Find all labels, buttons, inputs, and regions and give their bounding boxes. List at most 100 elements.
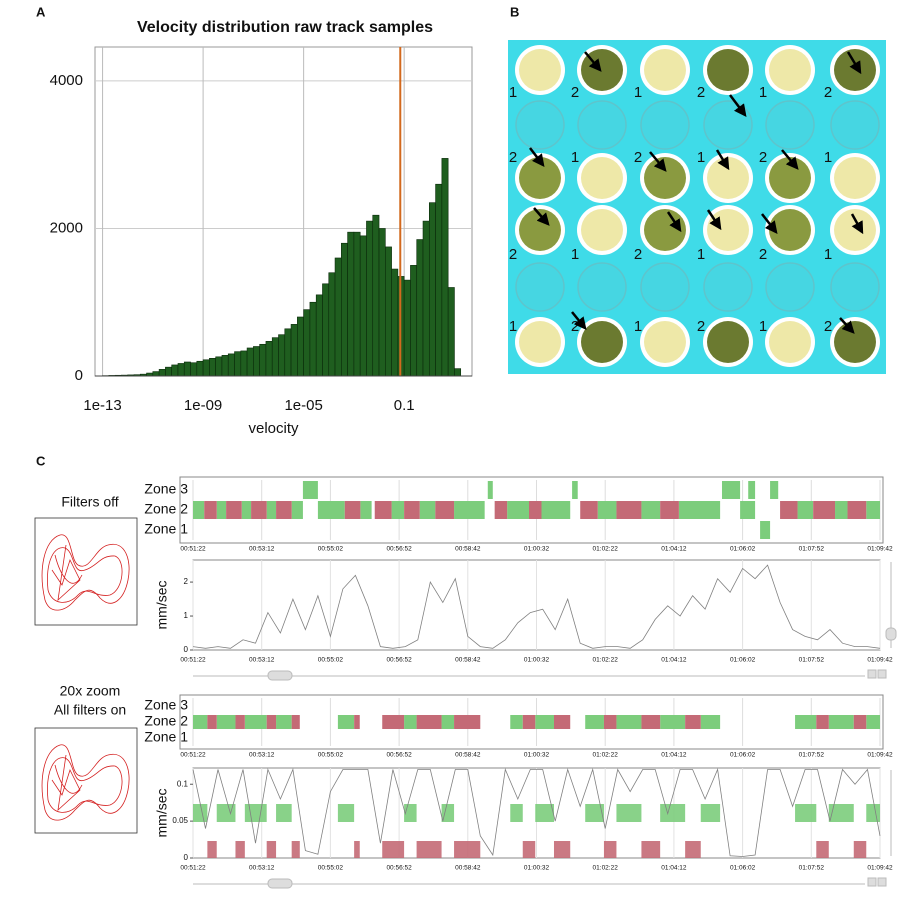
leaf-disc (581, 157, 623, 199)
x-tick-label: 01:06:02 (730, 657, 756, 664)
well-label: 2 (824, 318, 832, 335)
x-tick-label: 01:07:52 (799, 865, 825, 872)
y-tick-label: 0 (184, 853, 189, 862)
bar (454, 368, 462, 377)
x-tick-label: 01:09:42 (867, 865, 893, 872)
zone-band (276, 804, 292, 822)
well-label: 2 (697, 318, 705, 335)
bar (435, 183, 443, 377)
zone-band (266, 841, 277, 858)
x-tick-label: 01:07:52 (799, 546, 825, 553)
leaf-disc (581, 209, 623, 251)
panel-label: B (510, 4, 519, 19)
zone-band (216, 804, 236, 822)
zone-segment (454, 501, 485, 519)
chart-title: Velocity distribution raw track samples (137, 19, 433, 36)
bar (334, 257, 342, 377)
bar (315, 294, 323, 377)
zone-segment (597, 501, 617, 519)
zone-band (441, 804, 455, 822)
zone-segment (235, 715, 245, 729)
x-tick-label: 1e-09 (184, 397, 222, 414)
x-tick-label: 01:02:22 (593, 546, 619, 553)
zone-segment (797, 501, 814, 519)
bar (221, 355, 229, 377)
x-tick-label: 00:51:22 (180, 752, 206, 759)
x-tick-label: 01:09:42 (867, 752, 893, 759)
well-label: 2 (824, 84, 832, 101)
well-label: 1 (509, 318, 517, 335)
zone-segment (441, 715, 455, 729)
leaf-disc (644, 157, 686, 199)
y-tick-label: 0.1 (177, 779, 189, 788)
plate-photo (508, 40, 886, 374)
leaf-disc (519, 49, 561, 91)
zone-segment (276, 715, 292, 729)
y-axis-label: mm/sec (154, 581, 170, 630)
caption: Filters off (61, 494, 118, 510)
zone-label: Zone 2 (144, 501, 188, 517)
x-tick-label: 01:00:32 (524, 752, 550, 759)
x-tick-label: 00:58:42 (455, 865, 481, 872)
leaf-disc (519, 209, 561, 251)
well-label: 1 (509, 84, 517, 101)
zone-segment (835, 501, 848, 519)
x-tick-label: 01:04:12 (661, 657, 687, 664)
x-tick-label: 00:53:12 (249, 752, 275, 759)
empty-well (765, 262, 815, 312)
zone-segment (193, 501, 205, 519)
zone-segment (572, 481, 578, 499)
x-tick-label: 00:53:12 (249, 865, 275, 872)
arrow (666, 211, 682, 233)
zone-segment (616, 501, 642, 519)
panel-label: A (36, 4, 46, 19)
bar (271, 337, 279, 377)
zone-band (828, 804, 854, 822)
bar (284, 328, 292, 377)
x-tick-label: 01:04:12 (661, 752, 687, 759)
empty-well (515, 100, 565, 150)
zone-segment (204, 501, 217, 519)
zone-segment (748, 481, 756, 499)
arrow (571, 311, 587, 330)
leaf-disc (707, 157, 749, 199)
zone-segment (510, 715, 523, 729)
zone-band (235, 841, 245, 858)
zone-segment (660, 715, 686, 729)
x-tick-label: 00:56:52 (386, 546, 412, 553)
zone-band (291, 841, 300, 858)
bar (265, 341, 273, 377)
x-tick-label: 01:02:22 (593, 657, 619, 664)
bar (165, 366, 172, 377)
zone-band (660, 804, 686, 822)
bar (322, 283, 330, 377)
y-tick-label: 2 (184, 577, 189, 586)
zone-segment (616, 715, 642, 729)
x-tick-label: 00:56:52 (386, 657, 412, 664)
well-label: 1 (824, 149, 832, 166)
zone-segment (404, 715, 417, 729)
zone-segment (337, 715, 355, 729)
zone-label: Zone 3 (144, 697, 188, 713)
x-tick-label: 00:56:52 (386, 752, 412, 759)
zone-segment (522, 715, 536, 729)
zone-band (616, 804, 642, 822)
leaf-disc (769, 157, 811, 199)
x-tick-label: 1e-13 (83, 397, 121, 414)
track-sketch (34, 517, 138, 834)
zone-segment (641, 501, 661, 519)
zone-segment (866, 501, 880, 519)
bar (246, 347, 254, 377)
zone-segment (251, 501, 267, 519)
empty-well (830, 262, 880, 312)
well-label: 2 (634, 149, 642, 166)
zone-label: Zone 2 (144, 713, 188, 729)
x-tick-label: 00:51:22 (180, 657, 206, 664)
x-tick-label: 00:55:02 (318, 546, 344, 553)
bar (309, 301, 317, 377)
zone-segment (580, 501, 598, 519)
empty-well (703, 262, 753, 312)
leaf-disc (581, 321, 623, 363)
zone-segment (740, 501, 756, 519)
